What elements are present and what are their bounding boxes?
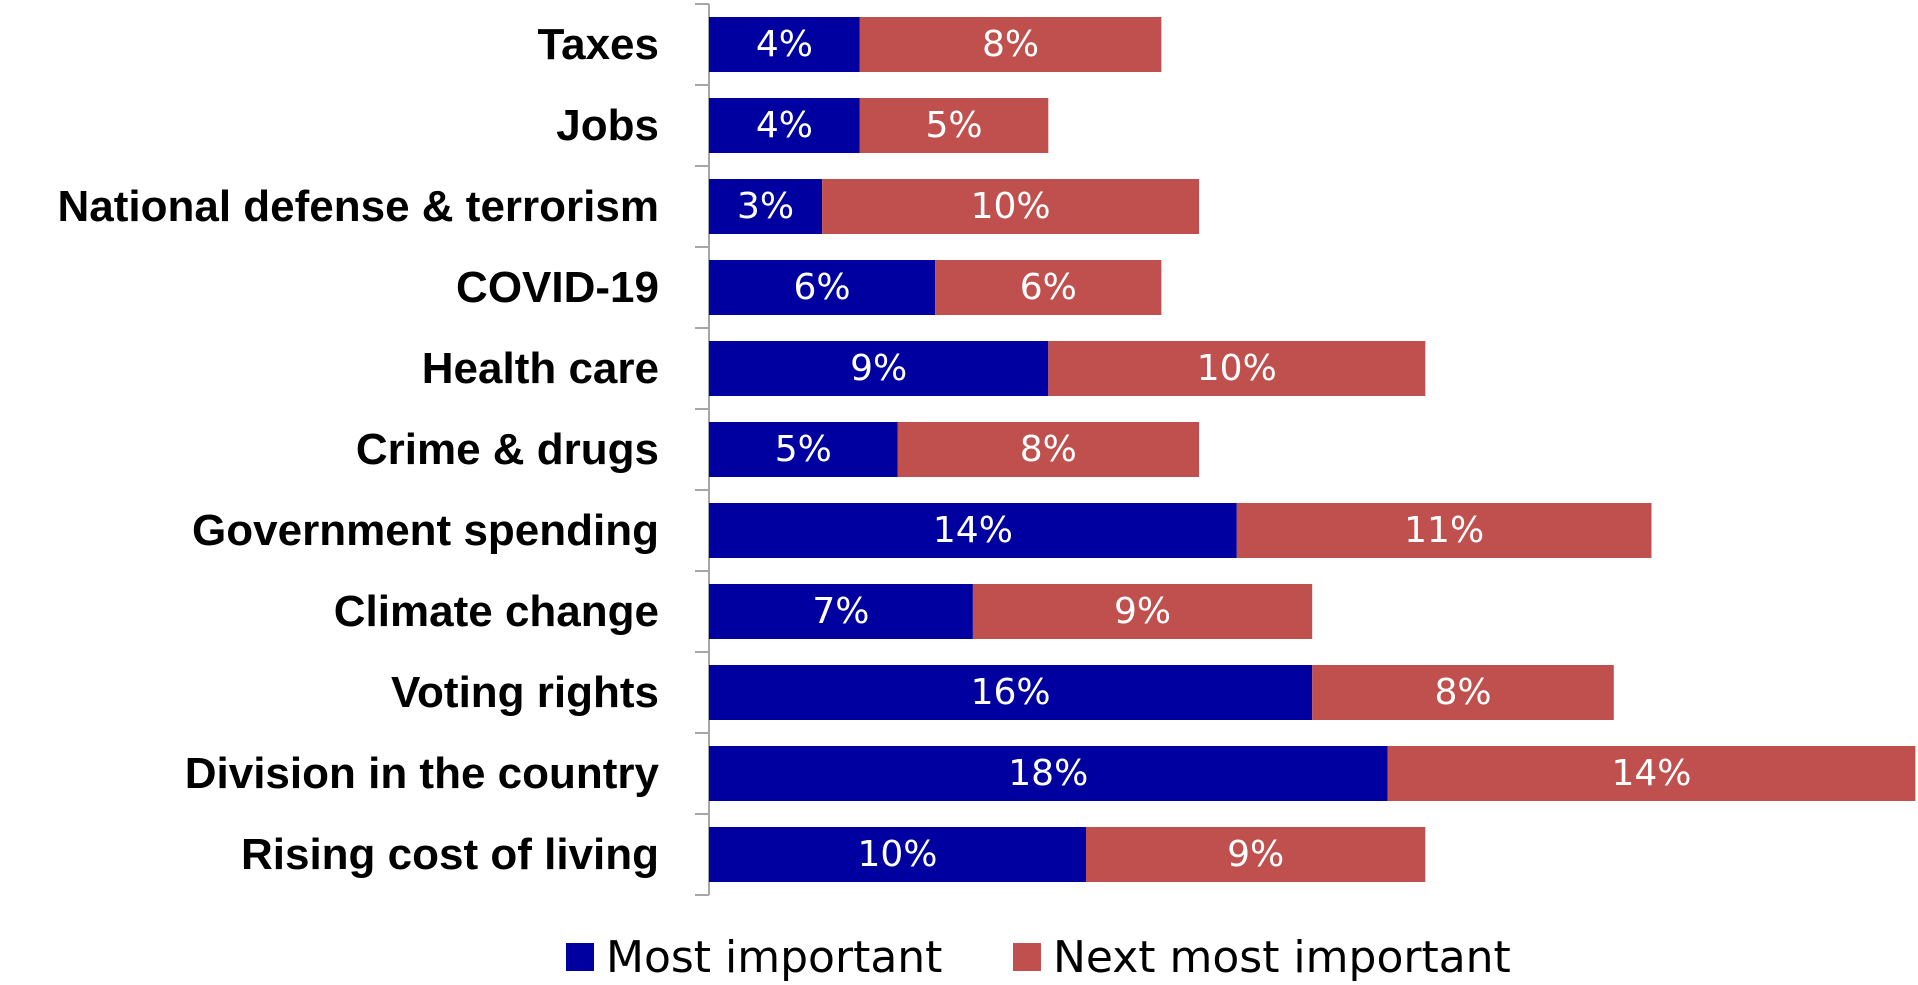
data-label-next-most-important-voting-rights: 8%: [1434, 672, 1491, 713]
bar-next-most-important-covid-19: [935, 260, 1162, 315]
bar-next-most-important-division-in-the-country: [1387, 746, 1916, 801]
bar-next-most-important-national-defense-and-terrorism: [822, 179, 1200, 234]
data-label-next-most-important-rising-cost-of-living: 9%: [1227, 834, 1284, 875]
bars: 4% 8%4% 5%3% 10%6% 6%9% 10%5% 8%14% 11%7% 9%16% 8…: [709, 17, 1916, 882]
bar-next-most-important-rising-cost-of-living: [1086, 827, 1426, 882]
bar-next-most-important-jobs: [859, 98, 1049, 153]
bar-most-important-voting-rights: [709, 665, 1313, 720]
bar-most-important-taxes: [709, 17, 860, 72]
category-label-health-care: Health care: [422, 344, 659, 393]
category-label-government-spending: Government spending: [192, 506, 659, 555]
data-label-most-important-health-care: 9%: [850, 348, 907, 389]
y-axis: [695, 3, 710, 896]
category-label-jobs: Jobs: [556, 101, 659, 150]
bar-most-important-covid-19: [709, 260, 936, 315]
data-label-next-most-important-jobs: 5%: [925, 105, 982, 146]
data-label-most-important-crime-and-drugs: 5%: [775, 429, 832, 470]
data-label-next-most-important-covid-19: 6%: [1020, 267, 1077, 308]
category-label-taxes: Taxes: [538, 20, 660, 69]
legend-swatch-next-most-important: [1013, 943, 1041, 971]
bar-next-most-important-crime-and-drugs: [897, 422, 1200, 477]
data-label-most-important-climate-change: 7%: [812, 591, 869, 632]
data-label-next-most-important-national-defense-and-terrorism: 10%: [971, 186, 1051, 227]
bar-most-important-health-care: [709, 341, 1049, 396]
bar-most-important-climate-change: [709, 584, 973, 639]
legend: Most important Next most important: [566, 932, 1511, 983]
bar-next-most-important-taxes: [859, 17, 1162, 72]
legend-swatch-most-important: [566, 943, 594, 971]
data-label-most-important-rising-cost-of-living: 10%: [857, 834, 937, 875]
category-label-division-in-the-country: Division in the country: [185, 749, 660, 798]
legend-label-next-most-important: Next most important: [1053, 932, 1511, 983]
bar-most-important-jobs: [709, 98, 860, 153]
data-label-most-important-division-in-the-country: 18%: [1008, 753, 1088, 794]
legend-label-most-important: Most important: [606, 932, 942, 983]
data-label-most-important-jobs: 4%: [756, 105, 813, 146]
category-label-covid-19: COVID-19: [456, 263, 659, 312]
data-label-most-important-covid-19: 6%: [794, 267, 851, 308]
category-label-climate-change: Climate change: [334, 587, 659, 636]
bar-most-important-national-defense-and-terrorism: [709, 179, 823, 234]
bar-most-important-crime-and-drugs: [709, 422, 898, 477]
data-label-most-important-taxes: 4%: [756, 24, 813, 65]
category-label-rising-cost-of-living: Rising cost of living: [241, 830, 659, 879]
category-label-voting-rights: Voting rights: [391, 668, 659, 717]
data-label-next-most-important-climate-change: 9%: [1114, 591, 1171, 632]
data-label-most-important-government-spending: 14%: [933, 510, 1013, 551]
category-labels: Taxes Jobs National defense & terrorism COV…: [58, 20, 660, 879]
data-label-next-most-important-crime-and-drugs: 8%: [1020, 429, 1077, 470]
bar-most-important-division-in-the-country: [709, 746, 1388, 801]
data-label-next-most-important-health-care: 10%: [1197, 348, 1277, 389]
data-label-next-most-important-taxes: 8%: [982, 24, 1039, 65]
bar-next-most-important-climate-change: [972, 584, 1313, 639]
bar-most-important-rising-cost-of-living: [709, 827, 1086, 882]
data-label-most-important-national-defense-and-terrorism: 3%: [737, 186, 794, 227]
bar-next-most-important-government-spending: [1236, 503, 1652, 558]
data-label-next-most-important-government-spending: 11%: [1404, 510, 1484, 551]
bar-most-important-government-spending: [709, 503, 1237, 558]
bar-next-most-important-health-care: [1048, 341, 1426, 396]
category-label-national-defense-and-terrorism: National defense & terrorism: [58, 182, 660, 231]
data-label-next-most-important-division-in-the-country: 14%: [1611, 753, 1691, 794]
category-label-crime-and-drugs: Crime & drugs: [356, 425, 659, 474]
bar-next-most-important-voting-rights: [1312, 665, 1614, 720]
data-label-most-important-voting-rights: 16%: [971, 672, 1051, 713]
